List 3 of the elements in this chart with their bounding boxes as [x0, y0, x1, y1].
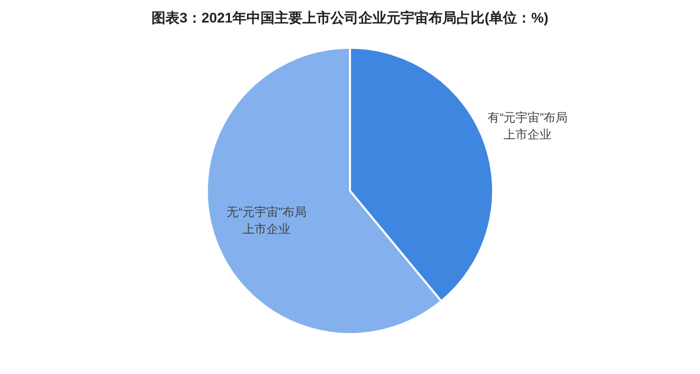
chart-title: 图表3：2021年中国主要上市公司企业元宇宙布局占比(单位：%): [152, 9, 548, 26]
slice-label: 无“元宇宙”布局上市企业: [226, 204, 307, 236]
slice-label: 有“元宇宙”布局上市企业: [488, 110, 568, 142]
